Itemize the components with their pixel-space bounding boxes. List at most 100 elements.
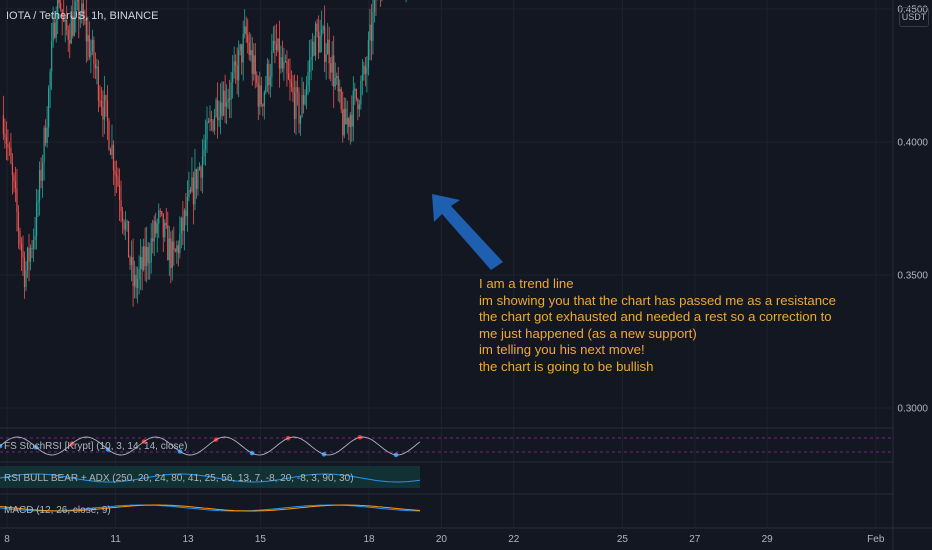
candle <box>35 188 38 250</box>
candle-body <box>342 109 344 136</box>
candle <box>301 77 303 119</box>
candle-body <box>354 88 356 91</box>
candle <box>209 105 211 132</box>
candle-body <box>235 61 237 66</box>
rsi-bull-bear-label[interactable]: RSI BULL BEAR + ADX (250, 20, 24, 80, 41… <box>4 473 354 484</box>
candle-body <box>54 22 56 38</box>
candle-body <box>278 38 281 69</box>
candle-body <box>135 274 137 289</box>
candle-body <box>158 210 160 224</box>
candle <box>85 0 87 63</box>
candle <box>111 124 113 160</box>
candle <box>232 55 234 99</box>
candle-body <box>210 119 213 121</box>
candle <box>61 9 63 36</box>
candle-body <box>100 100 103 107</box>
candle-body <box>333 55 335 87</box>
candle-body <box>170 238 172 269</box>
candle-body <box>216 100 219 121</box>
candle-body <box>307 72 309 86</box>
candle-body <box>29 247 32 262</box>
candle <box>310 39 312 81</box>
candle-body <box>200 167 202 178</box>
candle-body <box>31 247 33 250</box>
candle <box>34 216 36 250</box>
candle-body <box>283 62 285 69</box>
candle-body <box>274 40 276 45</box>
candle <box>215 97 217 118</box>
candle-body <box>244 26 246 34</box>
candle-body <box>40 169 42 181</box>
candle <box>19 227 21 250</box>
candle <box>99 85 101 108</box>
candle-body <box>11 163 14 176</box>
candle <box>52 6 54 48</box>
candle-body <box>209 119 211 122</box>
candle <box>100 86 103 116</box>
candle-body <box>75 1 77 12</box>
candle <box>242 20 244 81</box>
candle-body <box>182 217 184 231</box>
candle-body <box>343 108 345 136</box>
candle <box>93 36 95 79</box>
annotation-text: I am a trend line im showing you that th… <box>479 276 836 375</box>
candle <box>372 0 374 55</box>
candle <box>210 110 213 131</box>
candle <box>76 0 78 11</box>
candle <box>289 58 291 101</box>
candle <box>257 75 259 121</box>
candle <box>263 90 265 120</box>
candle-body <box>93 40 95 65</box>
candle <box>164 219 166 242</box>
candle <box>343 97 345 139</box>
candle-body <box>10 147 12 164</box>
candle-body <box>76 0 78 2</box>
candle <box>298 87 300 134</box>
candle <box>296 75 299 106</box>
x-tick-label: 25 <box>617 534 629 545</box>
candle <box>96 58 98 85</box>
candle <box>54 17 56 40</box>
candle <box>141 246 143 291</box>
candle <box>84 9 86 25</box>
currency-button[interactable]: USDT <box>899 7 929 27</box>
candle <box>156 218 158 253</box>
candle-body <box>361 74 363 81</box>
candle <box>63 0 65 23</box>
candle-body <box>272 40 274 51</box>
candle-body <box>346 118 348 125</box>
candle-body <box>308 59 311 73</box>
candle-body <box>250 50 252 56</box>
candle-body <box>111 144 113 155</box>
candle-body <box>340 89 342 110</box>
candle <box>299 115 302 136</box>
candle <box>25 261 27 292</box>
candle-body <box>222 90 225 116</box>
candle-body <box>52 22 54 42</box>
candle-body <box>117 176 119 186</box>
annotation-line: me just happened (as a new support) <box>479 325 697 341</box>
candle <box>121 206 124 234</box>
x-tick-label: Feb <box>867 534 885 545</box>
candle <box>174 248 176 253</box>
candle-body <box>188 189 190 198</box>
candle-body <box>64 20 66 22</box>
candle-body <box>23 257 26 288</box>
candle-body <box>171 241 173 269</box>
candle-body <box>82 3 84 19</box>
x-tick-label: 15 <box>255 534 267 545</box>
candle-body <box>233 61 235 73</box>
candle <box>272 26 274 54</box>
candle <box>380 0 381 7</box>
candle-body <box>66 20 68 30</box>
candle <box>269 63 271 98</box>
candle <box>105 94 107 117</box>
candle <box>235 54 237 84</box>
macd-label[interactable]: MACD (12, 26, close, 9) <box>4 505 111 516</box>
candle <box>10 133 12 165</box>
arrow-shape <box>432 194 503 270</box>
candle <box>60 0 62 12</box>
candle <box>102 90 104 138</box>
stoch-rsi-label[interactable]: FS StochRSI [Krypt] (10, 3, 14, 14, clos… <box>4 441 188 452</box>
